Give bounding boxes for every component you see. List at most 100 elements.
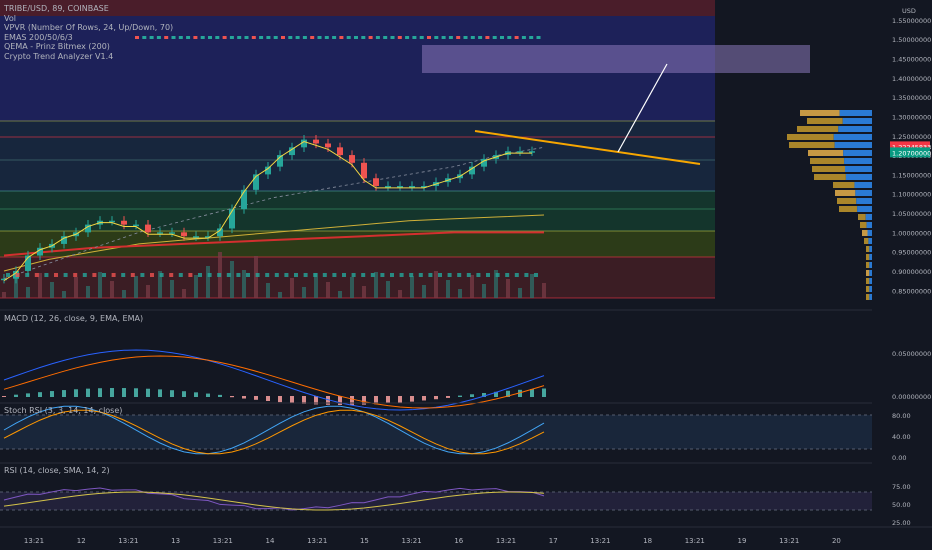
trend-dot-lower xyxy=(351,273,356,277)
trend-dot-upper xyxy=(149,36,154,39)
trend-dot-upper xyxy=(324,36,329,39)
volume-bar xyxy=(470,275,474,298)
trend-dot-upper xyxy=(492,36,497,39)
indicator-vpvr[interactable]: VPVR (Number Of Rows, 24, Up/Down, 70) xyxy=(4,23,174,32)
trend-dot-lower xyxy=(82,273,87,277)
price-candle xyxy=(277,155,283,167)
trend-dot-lower xyxy=(265,273,270,277)
trend-dot-lower xyxy=(313,273,318,277)
price-candle xyxy=(205,236,211,238)
volume-bar xyxy=(278,292,282,298)
indicator-trend-analyzer[interactable]: Crypto Trend Analyzer V1.4 xyxy=(4,51,114,61)
volume-bar xyxy=(326,282,330,298)
volume-bar xyxy=(170,280,174,298)
stoch-tick-label: 80.00 xyxy=(892,412,911,420)
volume-bar xyxy=(350,277,354,298)
trend-dot-upper xyxy=(171,36,176,39)
trend-dot-lower xyxy=(274,273,279,277)
price-candle xyxy=(181,232,187,237)
trend-dot-lower xyxy=(390,273,394,277)
price-tick-label: 1.50000000 xyxy=(892,36,931,44)
lower-zone-band xyxy=(0,191,715,231)
trend-dot-lower xyxy=(399,273,404,277)
trend-dot-lower xyxy=(226,273,231,277)
trend-dot-lower xyxy=(188,273,193,277)
vpvr-bar-up xyxy=(800,110,840,116)
rsi-tick-label: 50.00 xyxy=(892,501,911,509)
vpvr-bar-up xyxy=(866,254,870,260)
volume-bar xyxy=(374,272,378,298)
price-candle xyxy=(61,236,67,244)
trend-dot-upper xyxy=(405,36,410,39)
symbol-title[interactable]: TRIBE/USD, 89, COINBASE xyxy=(4,4,109,13)
vpvr-bar-down xyxy=(854,182,872,188)
price-candle xyxy=(301,139,307,148)
time-tick-label: 18 xyxy=(643,537,652,545)
price-tick-label: 0.95000000 xyxy=(892,249,931,257)
vpvr-bar-up xyxy=(866,246,870,252)
trend-dot-upper xyxy=(339,36,344,39)
vpvr-bar-up xyxy=(812,166,845,172)
price-candle xyxy=(169,232,175,234)
trend-dot-upper xyxy=(434,36,439,39)
vpvr-bar-up xyxy=(858,214,866,220)
macd-histogram-bar xyxy=(290,396,294,404)
macd-histogram-bar xyxy=(446,396,450,398)
price-candle xyxy=(529,151,535,153)
price-label-box xyxy=(890,141,930,152)
macd-histogram-bar xyxy=(170,390,174,397)
trend-dot-upper xyxy=(273,36,278,39)
price-candle xyxy=(145,224,151,233)
trend-dot-upper xyxy=(288,36,293,39)
macd-histogram-bar xyxy=(518,389,522,397)
trend-dot-lower xyxy=(92,273,97,277)
volume-bar xyxy=(134,276,138,298)
trend-dot-lower xyxy=(466,273,471,277)
time-tick-label: 13 xyxy=(171,537,180,545)
trend-dot-lower xyxy=(255,273,260,277)
trend-dot-upper xyxy=(142,36,147,39)
vpvr-bar-up xyxy=(866,270,870,276)
mid-zone-band xyxy=(0,121,715,191)
macd-histogram-bar xyxy=(278,396,282,403)
price-candle xyxy=(157,232,163,234)
trend-dot-lower xyxy=(284,273,289,277)
volume-bar xyxy=(98,272,102,298)
indicator-qema[interactable]: QEMA - Prinz Bitmex (200) xyxy=(4,42,110,51)
rsi-tick-label: 75.00 xyxy=(892,483,911,491)
macd-histogram-bar xyxy=(230,396,234,398)
volume-bar xyxy=(206,266,210,298)
trend-dot-upper xyxy=(178,36,183,39)
chart-legend: TRIBE/USD, 89, COINBASE Vol VPVR (Number… xyxy=(4,4,173,61)
volume-bar xyxy=(410,276,414,298)
price-tick-label: 0.90000000 xyxy=(892,268,931,276)
trend-dot-lower xyxy=(54,273,58,277)
vpvr-bar-down xyxy=(856,198,872,204)
indicator-vol[interactable]: Vol xyxy=(4,13,16,23)
trend-dot-upper xyxy=(186,36,191,39)
trend-dot-upper xyxy=(427,36,431,39)
vpvr-bar-down xyxy=(855,190,872,196)
vpvr-bar-up xyxy=(835,190,856,196)
trend-dot-upper xyxy=(500,36,504,39)
macd-label[interactable]: MACD (12, 26, close, 9, EMA, EMA) xyxy=(4,314,144,323)
stoch-rsi-label[interactable]: Stoch RSI (3, 3, 14, 14, close) xyxy=(4,406,123,415)
macd-histogram-bar xyxy=(266,396,270,402)
macd-histogram-bar xyxy=(86,388,90,397)
currency-label: USD xyxy=(902,7,916,15)
trend-dot-lower xyxy=(447,273,452,277)
vpvr-bar-up xyxy=(808,150,844,156)
trend-dot-lower xyxy=(236,273,241,277)
rsi-line xyxy=(3,487,545,511)
trend-dot-upper xyxy=(164,36,169,39)
rsi-label[interactable]: RSI (14, close, SMA, 14, 2) xyxy=(4,466,110,475)
indicator-emas[interactable]: EMAS 200/50/6/3 xyxy=(4,32,73,42)
trend-dot-upper xyxy=(302,36,307,39)
price-candle xyxy=(385,185,391,188)
macd-histogram-bar xyxy=(386,396,390,404)
trend-dot-lower xyxy=(294,273,298,277)
trend-dot-lower xyxy=(73,273,78,277)
time-tick-label: 14 xyxy=(266,537,275,545)
